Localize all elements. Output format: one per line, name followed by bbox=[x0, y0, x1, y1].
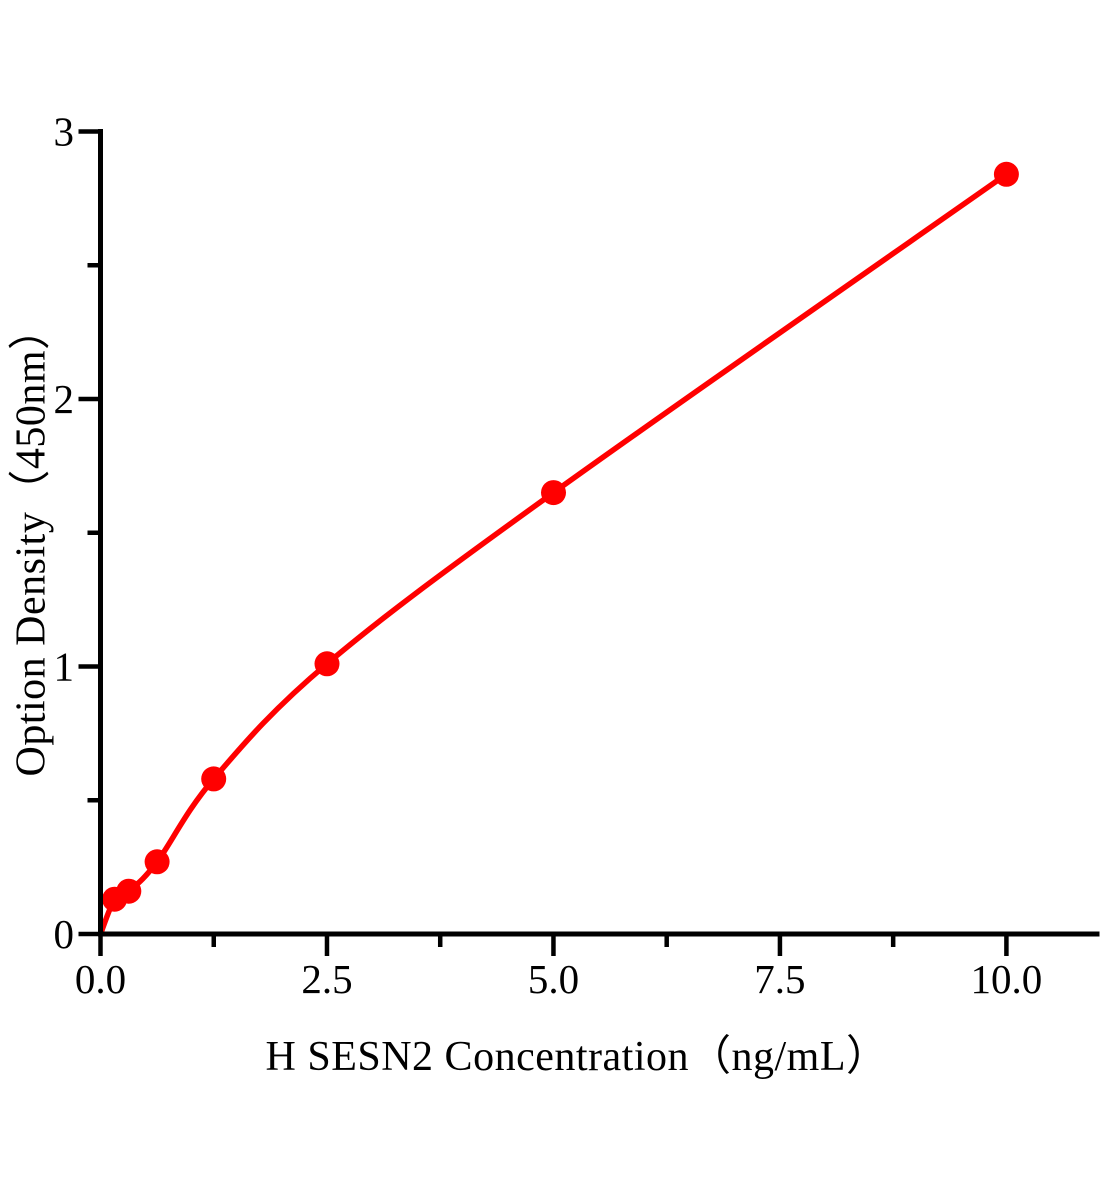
x-tick-label: 5.0 bbox=[528, 956, 579, 1002]
axes bbox=[98, 129, 1100, 937]
standard-curve-line bbox=[97, 172, 1008, 936]
x-tick-label: 10.0 bbox=[971, 956, 1043, 1002]
x-axis-title: H SESN2 Concentration（ng/mL） bbox=[265, 1034, 889, 1080]
data-points bbox=[102, 161, 1019, 912]
axis-ticks bbox=[78, 129, 1009, 956]
data-point bbox=[314, 651, 340, 677]
x-tick-label: 2.5 bbox=[301, 956, 352, 1002]
x-tick-label: 0.0 bbox=[75, 956, 126, 1002]
data-point bbox=[993, 161, 1019, 187]
data-point bbox=[541, 480, 566, 506]
tick-labels: 0 1 2 3 0.0 2.5 5.0 7.5 10.0 bbox=[54, 109, 1043, 1003]
x-tick-label: 7.5 bbox=[754, 956, 805, 1002]
data-point bbox=[201, 766, 227, 792]
y-tick-label: 2 bbox=[54, 376, 75, 422]
y-tick-label: 0 bbox=[54, 911, 75, 957]
y-tick-label: 3 bbox=[54, 109, 75, 155]
data-point bbox=[116, 878, 142, 904]
data-point bbox=[144, 849, 170, 875]
y-axis-title: Option Density（450nm） bbox=[8, 307, 55, 777]
y-tick-label: 1 bbox=[54, 644, 75, 690]
